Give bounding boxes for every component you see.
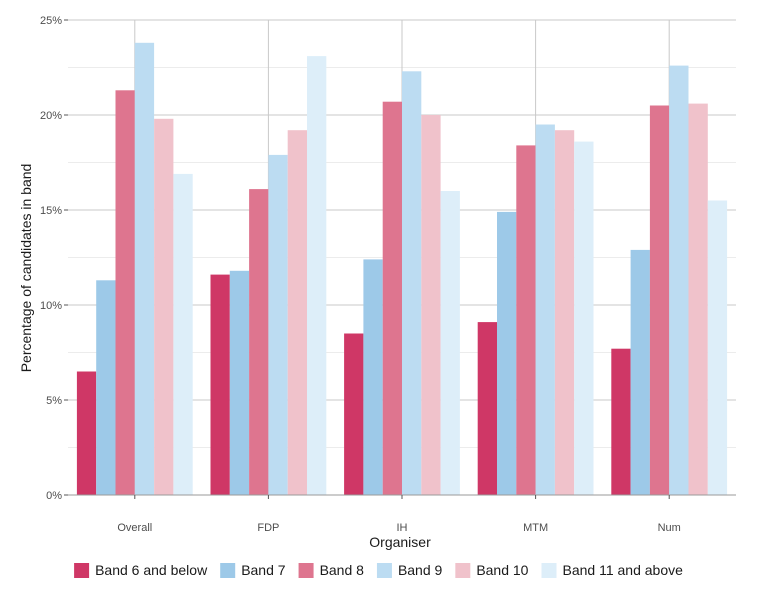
bar [382,101,402,495]
legend-swatch [220,563,236,578]
bar [669,65,689,495]
x-tick-label: IH [397,522,408,534]
bar [363,259,383,495]
legend-swatch [298,563,314,578]
y-tick-label: 20% [40,110,62,122]
bar [611,348,631,495]
y-tick-label: 10% [40,300,62,312]
legend-label: Band 10 [476,562,528,578]
bar [249,189,269,495]
bar [268,154,288,495]
bar [574,141,594,495]
bar [307,56,327,495]
legend-label: Band 11 and above [562,562,683,578]
x-tick-label: FDP [257,522,279,534]
y-tick-label: 0% [46,490,62,502]
bar [630,249,650,495]
bar [229,270,250,495]
bar [210,274,230,495]
y-axis-title: Percentage of candidates in band [18,164,34,373]
bar [154,118,174,496]
y-tick-label: 25% [40,15,62,27]
y-tick-label: 5% [46,395,62,407]
bar [497,211,517,495]
y-tick-label: 15% [40,205,62,217]
bar [440,191,460,495]
bar [421,115,441,495]
x-axis-title: Organiser [369,534,431,550]
bar [477,322,497,495]
legend-label: Band 8 [320,562,365,578]
legend-label: Band 6 and below [95,562,208,578]
bar [707,200,728,495]
legend-label: Band 7 [241,562,286,578]
bar [344,333,364,495]
bar [688,103,708,495]
bar [649,105,670,495]
bar [76,371,97,495]
bar [173,173,193,495]
bar [96,280,116,495]
x-tick-label: Overall [117,522,152,534]
x-tick-label: Num [658,522,681,534]
legend-swatch [376,563,392,578]
legend-label: Band 9 [398,562,443,578]
bar [535,124,555,495]
legend-swatch [541,563,557,578]
axes-layer: 0% 5% 10% 15% 20% 25% Overall FDP IH MTM Num [40,15,736,534]
x-tick-label: MTM [523,522,548,534]
bar [134,42,155,496]
legend-swatch [74,563,90,578]
bar [554,130,575,495]
legend-swatch [455,563,471,578]
bars-layer [76,42,728,496]
bar [402,71,422,496]
bar [516,145,536,495]
bar [115,90,135,496]
legend: Band 6 and below Band 7 Band 8 Band 9 Band 1… [74,562,683,578]
bar [287,130,307,495]
